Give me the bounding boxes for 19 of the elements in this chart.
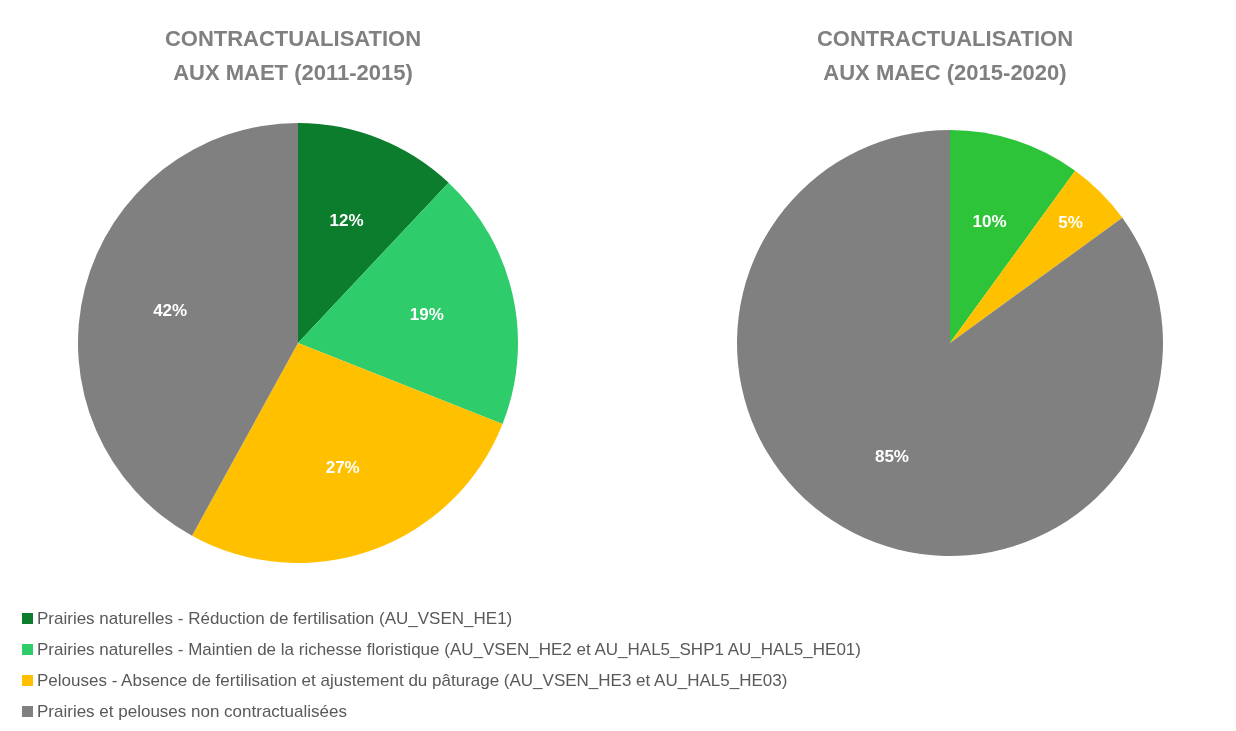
pie-slice <box>192 343 503 563</box>
data-label: 12% <box>329 210 364 230</box>
data-label: 42% <box>153 300 188 320</box>
legend-label: Prairies naturelles - Maintien de la richesse floristique (AU_VSEN_HE2 et AU_HAL5_SHP1 AU_HAL5_HE01) <box>37 639 861 660</box>
data-label: 85% <box>874 447 909 467</box>
legend-label: Prairies naturelles - Réduction de fertilisation (AU_VSEN_HE1) <box>37 608 513 629</box>
data-label: 10% <box>972 211 1007 231</box>
pie-slice <box>950 170 1123 343</box>
chart-title: CONTRACTUALISATION AUX MAET (2011-2015) <box>163 25 423 87</box>
pie-slice <box>737 130 1163 556</box>
chart-title: CONTRACTUALISATION AUX MAEC (2015-2020) <box>815 25 1075 87</box>
pie-slice <box>78 123 298 536</box>
legend-label: Prairies et pelouses non contractualisées <box>37 701 347 722</box>
pie-slice <box>298 123 449 343</box>
data-label: 27% <box>325 457 360 477</box>
legend-label: Pelouses - Absence de fertilisation et ajustement du pâturage (AU_VSEN_HE3 et AU_HAL5_HE03) <box>37 670 788 691</box>
pie-slice <box>298 182 518 424</box>
data-label: 5% <box>1058 213 1083 233</box>
data-label: 19% <box>409 304 444 324</box>
